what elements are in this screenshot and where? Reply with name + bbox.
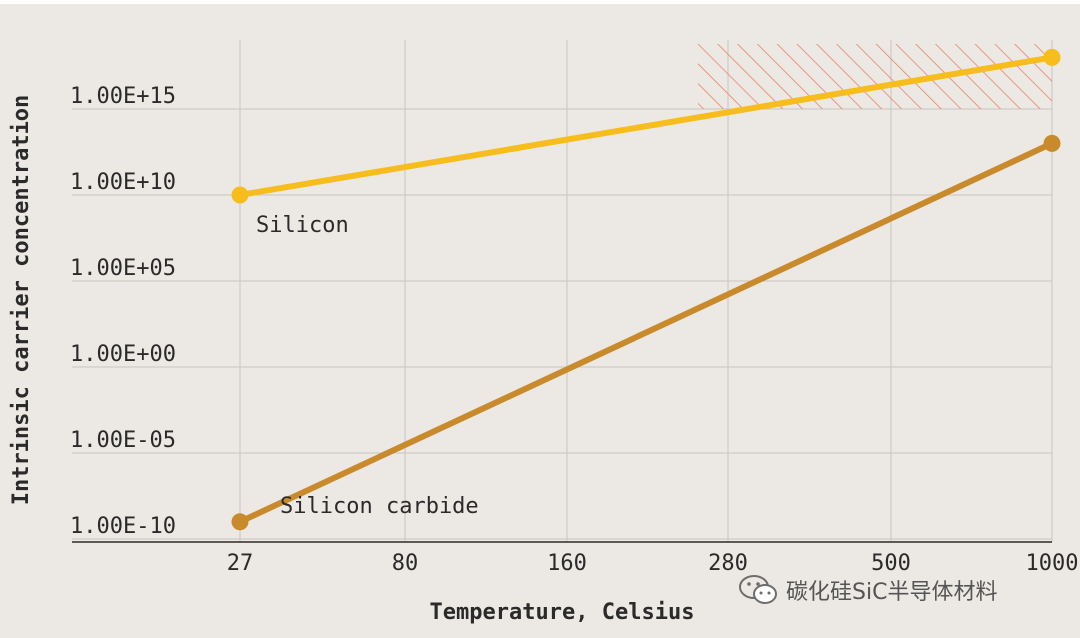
watermark: 碳化硅SiC半导体材料	[738, 572, 997, 608]
data-point	[231, 186, 249, 204]
data-point	[1043, 134, 1061, 152]
y-tick-labels: 1.00E-10 1.00E-05 1.00E+00 1.00E+05 1.00E+10…	[70, 84, 176, 539]
hatched-region	[698, 44, 1052, 109]
grid	[72, 40, 1053, 543]
y-tick-label: 1.00E+15	[70, 84, 176, 109]
x-tick-label: 80	[392, 551, 419, 576]
y-tick-label: 1.00E+00	[70, 342, 176, 367]
data-point	[1043, 48, 1061, 66]
y-tick-label: 1.00E-05	[70, 428, 176, 453]
x-tick-label: 280	[708, 551, 748, 576]
series-line-silicon-carbide	[237, 140, 1055, 525]
x-tick-label: 1000	[1026, 551, 1079, 576]
x-tick-labels: 27 80 160 280 500 1000	[227, 551, 1079, 576]
plot-background	[0, 4, 1080, 638]
series-line-silicon	[237, 54, 1055, 198]
series-label-silicon-carbide: Silicon carbide	[280, 494, 479, 519]
y-tick-label: 1.00E-10	[70, 514, 176, 539]
series-label-silicon: Silicon	[256, 213, 349, 238]
y-axis-title: Intrinsic carrier concentration	[9, 95, 34, 506]
x-tick-label: 160	[547, 551, 587, 576]
y-tick-label: 1.00E+10	[70, 170, 176, 195]
x-tick-label: 27	[227, 551, 254, 576]
watermark-text: 碳化硅SiC半导体材料	[786, 580, 998, 605]
wechat-icon	[739, 575, 777, 604]
x-axis-title: Temperature, Celsius	[430, 600, 695, 625]
series-layer	[231, 48, 1061, 531]
y-tick-label: 1.00E+05	[70, 256, 176, 281]
x-tick-label: 500	[871, 551, 911, 576]
data-point	[231, 513, 249, 531]
